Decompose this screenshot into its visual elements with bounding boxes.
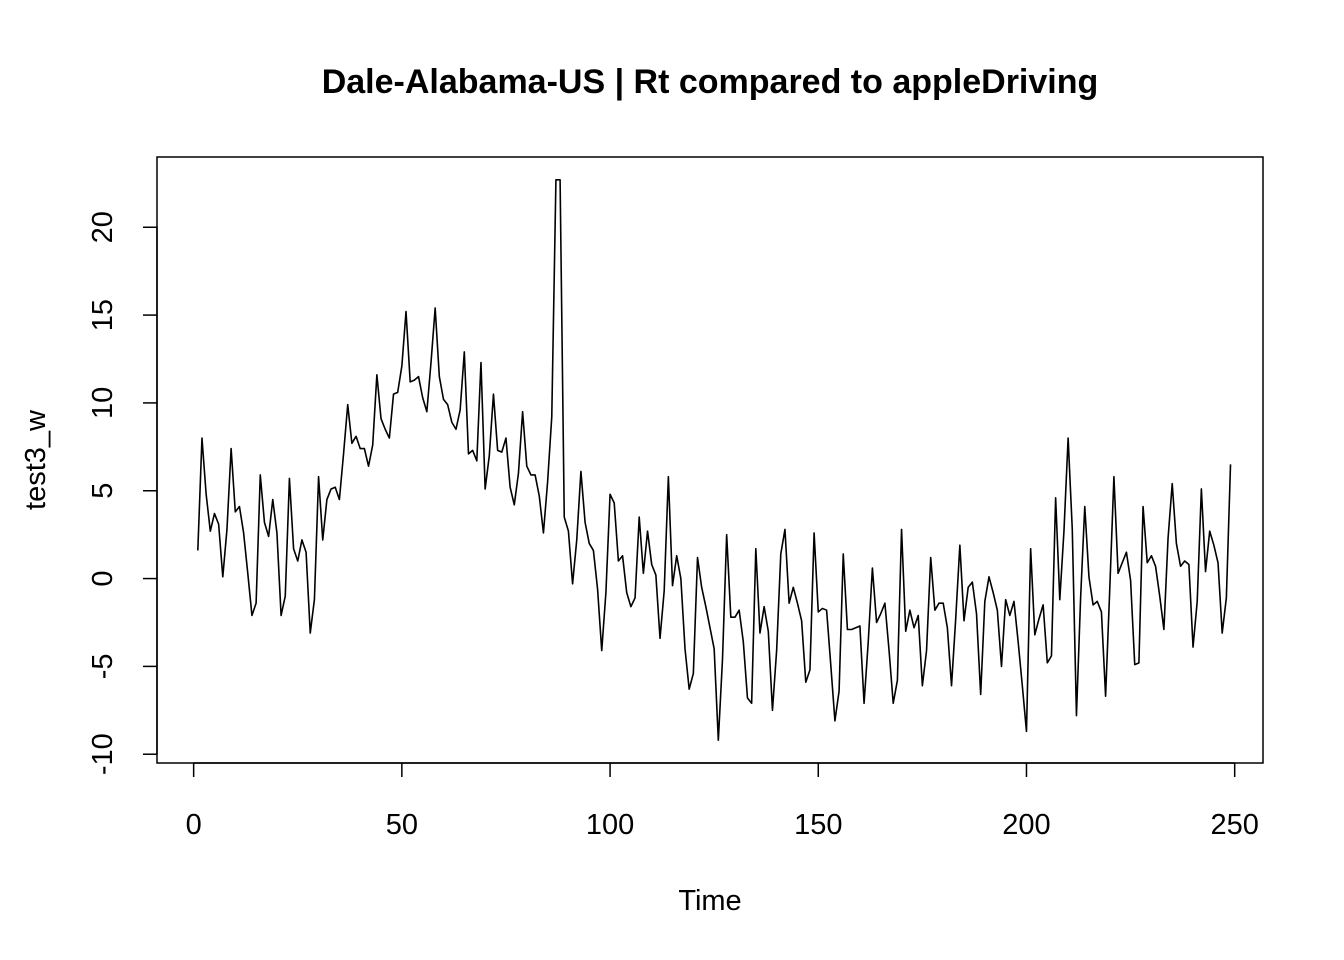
y-tick-label: 15 <box>87 299 119 331</box>
y-tick-label: 20 <box>87 211 119 243</box>
chart-title: Dale-Alabama-US | Rt compared to appleDr… <box>322 63 1099 101</box>
series-line <box>197 179 1232 741</box>
y-tick-label: 0 <box>87 570 119 586</box>
x-axis: 0 50 100 150 200 250 <box>186 762 1259 841</box>
x-tick-label: 200 <box>1002 809 1050 841</box>
x-tick-label: 150 <box>794 809 842 841</box>
y-tick-label: 5 <box>87 483 119 499</box>
x-tick-label: 100 <box>586 809 634 841</box>
x-tick-label: 0 <box>186 809 202 841</box>
y-tick-label: 10 <box>87 387 119 419</box>
y-axis: -10 -5 0 5 10 15 20 <box>87 211 158 775</box>
x-tick-label: 50 <box>386 809 418 841</box>
y-axis-label: test3_w <box>20 409 52 510</box>
y-tick-label: -5 <box>87 653 119 679</box>
y-tick-label: -10 <box>87 733 119 775</box>
plot-frame <box>156 156 1264 764</box>
x-axis-label: Time <box>678 885 741 917</box>
x-tick-label: 250 <box>1210 809 1258 841</box>
